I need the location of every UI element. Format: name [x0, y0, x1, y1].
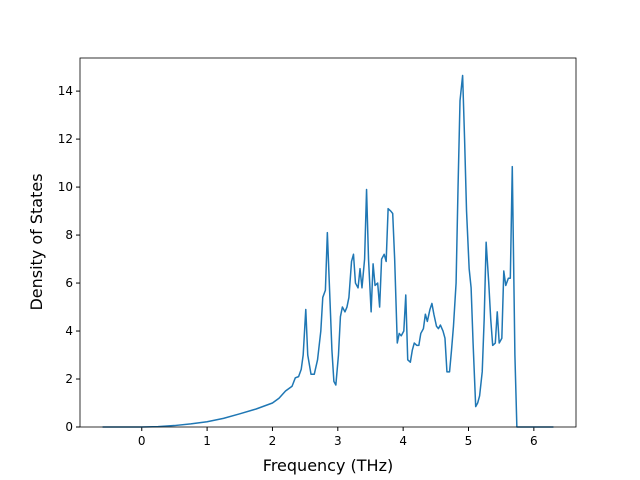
x-tick-label: 2	[269, 434, 277, 448]
y-tick-label: 14	[58, 84, 73, 98]
axes-frame	[79, 57, 577, 428]
y-tick-label: 0	[65, 420, 73, 434]
x-axis-label: Frequency (THz)	[263, 456, 393, 475]
y-tick-label: 12	[58, 132, 73, 146]
x-tick-label: 6	[530, 434, 538, 448]
x-tick-label: 1	[203, 434, 211, 448]
y-tick-label: 8	[65, 228, 73, 242]
x-tick-label: 4	[399, 434, 407, 448]
x-tick-label: 5	[465, 434, 473, 448]
y-tick-label: 10	[58, 180, 73, 194]
y-tick-label: 6	[65, 276, 73, 290]
data-line	[102, 74, 554, 428]
y-tick-label: 4	[65, 324, 73, 338]
y-tick-label: 2	[65, 372, 73, 386]
x-tick-label: 0	[138, 434, 146, 448]
y-axis-label: Density of States	[27, 173, 46, 310]
x-tick-label: 3	[334, 434, 342, 448]
